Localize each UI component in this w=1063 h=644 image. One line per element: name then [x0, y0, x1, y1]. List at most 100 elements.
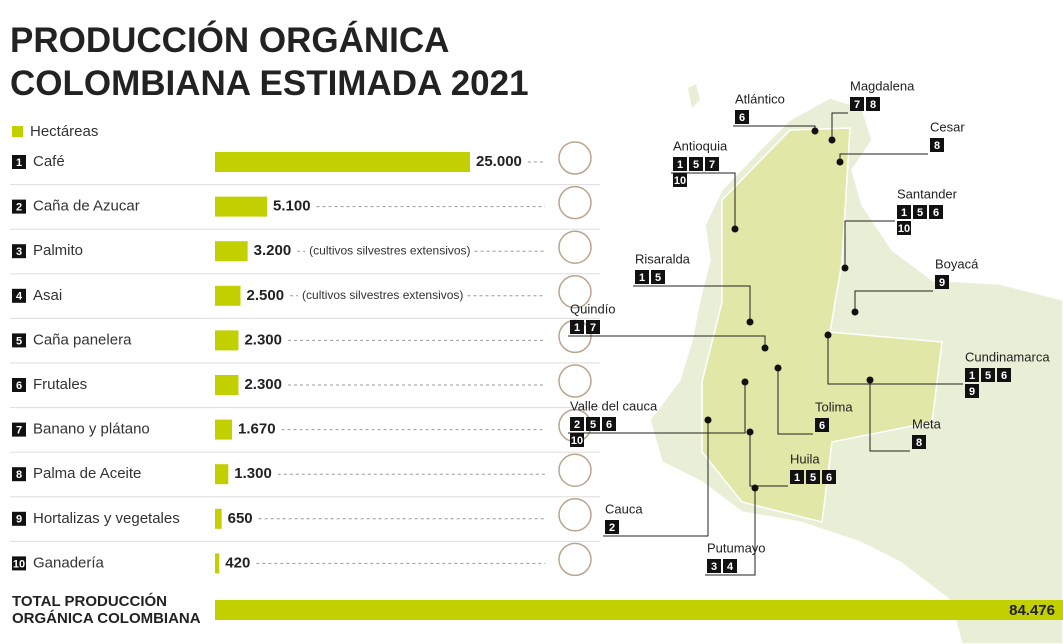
map-label: Huila — [790, 451, 820, 466]
code: 2 — [609, 522, 615, 534]
code: 1 — [969, 370, 975, 382]
bar — [215, 285, 241, 306]
leader-line — [568, 335, 766, 348]
rank: 3 — [16, 246, 22, 258]
code-badge — [673, 157, 687, 171]
map-dot — [811, 127, 819, 135]
map-label: Meta — [912, 416, 942, 431]
code-badge — [866, 97, 880, 111]
code: 7 — [854, 99, 860, 111]
leader-line — [749, 432, 788, 487]
map-dot — [741, 378, 749, 386]
leader-line — [603, 420, 709, 537]
value-label: 2.500 — [247, 287, 285, 304]
leader-line — [827, 335, 963, 385]
code-badge — [912, 435, 926, 449]
rank-badge — [12, 333, 26, 348]
code: 5 — [655, 272, 661, 284]
total-label: TOTAL PRODUCCIÓN — [12, 592, 167, 610]
code-badge — [997, 368, 1011, 382]
rank-badge — [12, 511, 26, 526]
leader-line — [633, 285, 751, 322]
map-label: Cesar — [930, 119, 965, 134]
bar — [215, 508, 222, 529]
bar — [215, 464, 229, 485]
map — [649, 84, 1063, 644]
code-badge — [586, 320, 600, 334]
code: 7 — [709, 159, 715, 171]
map-dot — [866, 376, 874, 384]
code: 6 — [739, 112, 745, 124]
rank-badge — [12, 199, 26, 214]
code: 1 — [901, 207, 907, 219]
map-dot — [836, 158, 844, 166]
leader-line — [854, 290, 933, 312]
total-bar — [215, 600, 1063, 620]
map-label: Valle del cauca — [570, 398, 658, 413]
code: 8 — [934, 140, 940, 152]
rank: 2 — [16, 202, 22, 214]
code-badge — [689, 157, 703, 171]
map-dot — [841, 264, 849, 272]
code-badge — [897, 221, 911, 235]
code: 5 — [693, 159, 699, 171]
rank-badge — [12, 155, 26, 169]
rank: 6 — [16, 380, 22, 392]
map-dot — [828, 136, 836, 144]
icon — [558, 453, 592, 487]
code-badge — [602, 417, 616, 431]
icon — [558, 141, 592, 175]
category-label: Palma de Aceite — [33, 465, 141, 482]
title: COLOMBIANA ESTIMADA 2021 — [10, 64, 529, 103]
rank: 1 — [16, 157, 22, 169]
legend-swatch — [12, 126, 23, 137]
code-badge — [735, 110, 749, 124]
code-badge — [935, 275, 949, 289]
code: 8 — [870, 99, 876, 111]
bar — [215, 553, 220, 574]
total-label: ORGÁNICA COLOMBIANA — [12, 610, 201, 627]
leader-line — [777, 368, 813, 435]
map-island — [688, 84, 700, 108]
rank: 9 — [16, 514, 22, 526]
code: 7 — [590, 322, 596, 334]
code: 5 — [917, 207, 923, 219]
code-badge — [981, 368, 995, 382]
map-label: Putumayo — [707, 540, 766, 555]
leader-line — [705, 488, 756, 576]
leader-line — [844, 220, 895, 268]
code-badge — [965, 384, 979, 398]
map-region — [701, 127, 943, 523]
code-badge — [965, 368, 979, 382]
rank-badge — [12, 288, 26, 303]
map-label: Cauca — [605, 501, 643, 516]
value-label: 2.300 — [244, 376, 282, 393]
value-label: 25.000 — [476, 153, 522, 170]
category-label: Hortalizas y vegetales — [33, 510, 180, 527]
code: 6 — [819, 420, 825, 432]
rank: 8 — [16, 469, 22, 481]
rank-badge — [12, 378, 26, 392]
leader-line — [831, 112, 848, 140]
note: (cultivos silvestres extensivos) — [302, 288, 463, 302]
category-label: Ganadería — [33, 554, 105, 571]
code-badge — [570, 417, 584, 431]
icon — [558, 542, 592, 577]
rank-badge — [12, 244, 26, 259]
code: 3 — [711, 561, 717, 573]
map-label: Tolima — [815, 399, 853, 414]
leader-line — [671, 172, 736, 229]
code-badge — [806, 470, 820, 484]
code: 10 — [571, 435, 583, 447]
value-label: 2.300 — [244, 331, 282, 348]
code: 5 — [985, 370, 991, 382]
rank: 5 — [16, 335, 22, 347]
code: 6 — [1001, 370, 1007, 382]
rank: 10 — [13, 558, 25, 570]
code-badge — [586, 417, 600, 431]
value-label: 5.100 — [273, 198, 311, 215]
map-label: Risaralda — [635, 251, 691, 266]
map-dot — [824, 331, 832, 339]
map-label: Santander — [897, 186, 958, 201]
bar — [215, 196, 268, 217]
